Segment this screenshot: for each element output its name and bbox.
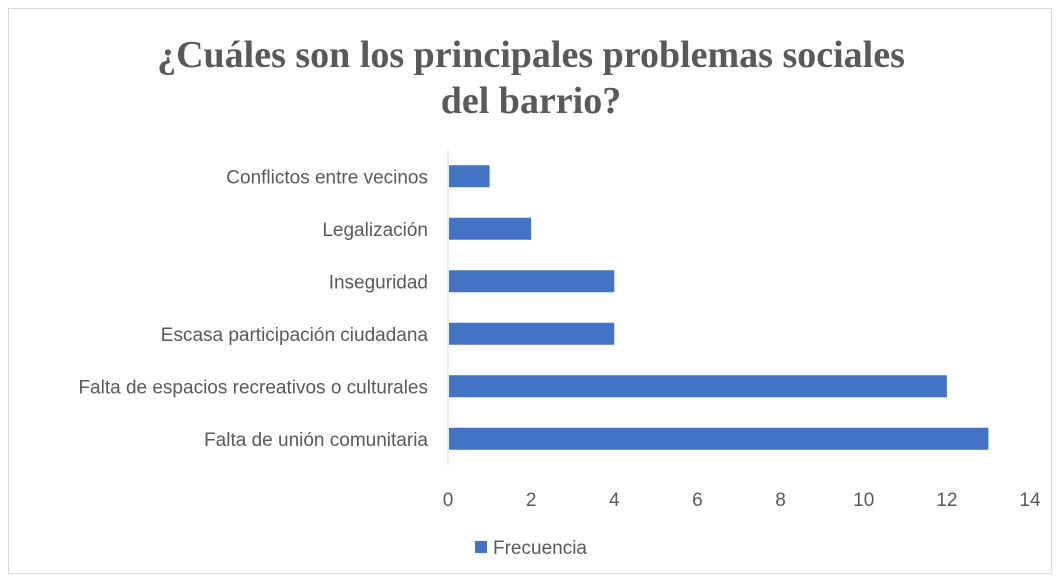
x-tick-label: 6 <box>692 490 703 511</box>
category-label: Falta de unión comunitaria <box>204 430 428 451</box>
bar-0 <box>449 165 490 188</box>
category-label: Legalización <box>322 220 428 241</box>
bar-2 <box>449 270 615 293</box>
bar-4 <box>449 375 947 398</box>
bar-5 <box>449 427 989 450</box>
bar-3 <box>449 322 615 345</box>
x-tick-label: 4 <box>609 490 620 511</box>
bar-1 <box>449 217 532 240</box>
category-label: Conflictos entre vecinos <box>226 167 428 188</box>
legend-label: Frecuencia <box>493 538 587 559</box>
x-tick-label: 12 <box>936 490 957 511</box>
chart-title-text: ¿Cuáles son los principales problemas so… <box>157 34 905 122</box>
legend: Frecuencia <box>0 538 1062 560</box>
category-label: Falta de espacios recreativos o cultural… <box>78 377 428 398</box>
x-tick-label: 0 <box>443 490 454 511</box>
chart-title: ¿Cuáles son los principales problemas so… <box>0 32 1062 124</box>
category-label: Inseguridad <box>329 272 428 293</box>
x-tick-label: 2 <box>526 490 537 511</box>
x-tick-label: 8 <box>775 490 786 511</box>
x-tick-label: 14 <box>1019 490 1041 511</box>
x-tick-label: 10 <box>853 490 874 511</box>
category-label: Escasa participación ciudadana <box>161 325 429 346</box>
legend-swatch <box>475 540 487 553</box>
